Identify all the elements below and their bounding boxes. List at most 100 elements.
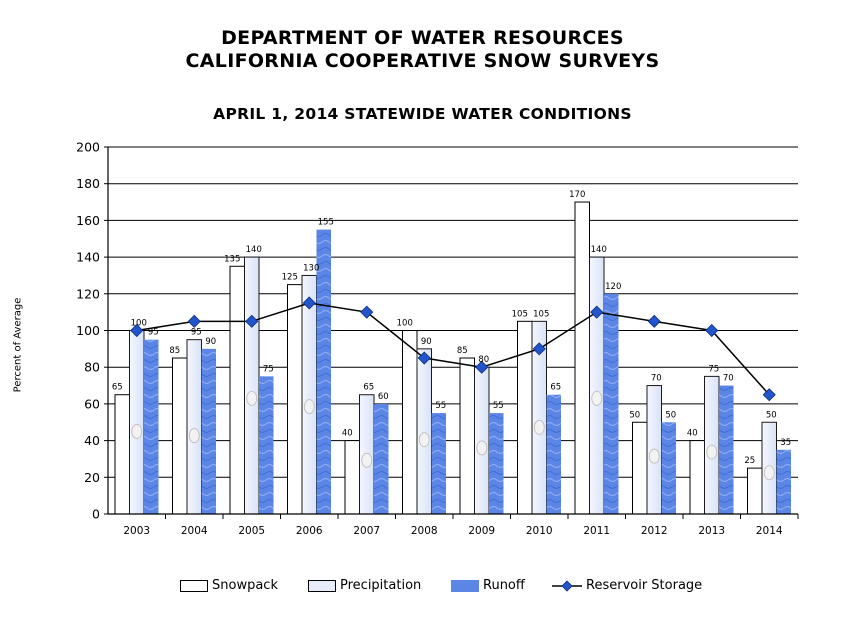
bar-precipitation [301,274,317,515]
bar-snowpack [172,357,188,515]
x-tick-label: 2008 [411,525,438,537]
reservoir-marker [762,388,776,402]
bar-runoff [201,348,216,514]
y-tick-label: 180 [76,176,100,191]
droplet-decoration [706,444,718,460]
data-label: 40 [342,429,353,439]
reservoir-marker [245,314,259,328]
bar-precipitation [589,256,605,515]
legend-item-snowpack: Snowpack [180,578,278,593]
data-label: 130 [303,263,319,273]
bar-snowpack [287,284,303,515]
reservoir-marker [647,314,661,328]
data-label: 75 [708,364,719,374]
droplet-decoration [246,390,258,406]
bar-snowpack [402,330,418,515]
chart-subtitle: APRIL 1, 2014 STATEWIDE WATER CONDITIONS [213,105,632,123]
bar-precipitation [244,256,260,515]
bar-runoff [431,413,446,514]
snowpack-swatch [180,579,208,592]
bar-runoff [489,413,504,514]
droplet-decoration [648,448,660,464]
droplet-decoration [591,390,603,406]
data-label: 170 [569,190,585,200]
data-label: 65 [363,383,374,393]
y-tick-label: 120 [76,286,100,301]
bar-precipitation [129,330,145,515]
x-tick-label: 2007 [353,525,380,537]
x-tick-label: 2010 [526,525,553,537]
data-label: 35 [780,438,791,448]
data-label: 55 [493,401,504,411]
reservoir-marker [302,296,316,310]
bar-runoff [776,449,791,514]
legend-item-reservoir: Reservoir Storage [552,578,702,593]
data-label: 85 [457,346,468,356]
y-tick-label: 200 [76,140,100,155]
droplet-decoration [763,465,775,481]
reservoir-marker [360,305,374,319]
bar-snowpack [229,265,245,515]
data-label: 100 [397,319,413,329]
reservoir-swatch [552,579,582,592]
droplet-decoration [418,432,430,448]
y-tick-label: 80 [84,360,100,375]
y-tick-label: 20 [84,470,100,485]
data-label: 105 [512,309,528,319]
data-label: 50 [766,410,777,420]
legend-label-precipitation: Precipitation [340,578,422,593]
reservoir-marker [130,323,144,338]
droplet-decoration [361,452,373,468]
reservoir-marker [417,351,431,365]
data-label: 140 [591,245,607,255]
data-label: 95 [191,328,202,338]
y-tick-label: 160 [76,213,100,228]
bar-snowpack [574,201,590,515]
bar-runoff [546,394,561,514]
reservoir-marker [532,342,546,356]
data-label: 135 [224,254,240,264]
bar-snowpack [114,394,130,515]
chart-title-line1: DEPARTMENT OF WATER RESOURCES [221,27,624,49]
bar-precipitation [186,339,202,515]
reservoir-marker [187,314,201,328]
bar-snowpack [689,440,705,515]
y-tick-label: 60 [84,396,100,411]
data-label: 65 [550,383,561,393]
bar-runoff [374,403,389,514]
legend-item-runoff: Runoff [451,578,525,593]
droplet-decoration [533,419,545,435]
droplet-decoration [303,399,315,415]
bar-snowpack [459,357,475,515]
data-label: 85 [169,346,180,356]
data-label: 90 [205,337,216,347]
y-tick-label: 0 [92,507,100,522]
y-tick-label: 40 [84,433,100,448]
legend-label-snowpack: Snowpack [212,578,278,593]
data-label: 105 [533,309,549,319]
bar-runoff [719,385,734,514]
x-tick-label: 2006 [296,525,323,537]
bar-precipitation [416,348,432,515]
data-label: 95 [148,328,159,338]
x-tick-label: 2003 [123,525,150,537]
x-tick-label: 2005 [238,525,265,537]
x-tick-label: 2012 [641,525,668,537]
data-label: 50 [629,410,640,420]
data-label: 55 [435,401,446,411]
droplet-decoration [188,428,200,443]
bar-snowpack [517,320,533,515]
data-label: 155 [318,218,334,228]
x-tick-label: 2014 [756,525,783,537]
reservoir-marker [705,323,719,338]
bar-runoff [316,229,331,514]
bar-runoff [259,376,274,514]
runoff-swatch [451,579,479,592]
bar-snowpack [344,440,360,515]
data-label: 50 [665,410,676,420]
data-label: 80 [478,355,489,365]
x-tick-label: 2009 [468,525,495,537]
droplet-decoration [476,440,488,456]
y-tick-label: 140 [76,250,100,265]
